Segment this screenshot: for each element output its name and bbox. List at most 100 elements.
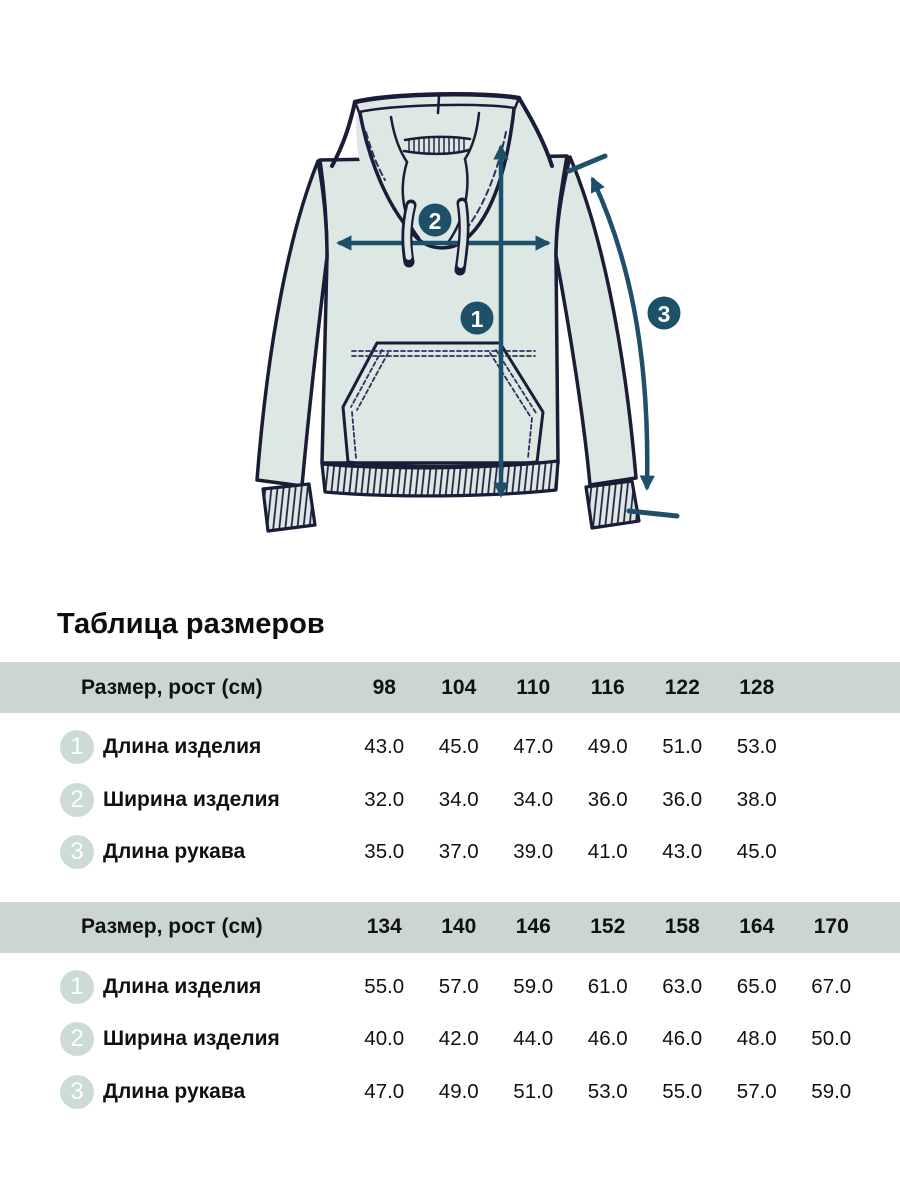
measurement-value: 45.0 bbox=[736, 840, 777, 864]
measurement-label: Ширина изделия bbox=[103, 787, 280, 811]
diagram-marker-2: 2 bbox=[418, 203, 452, 237]
measurement-value: 57.0 bbox=[736, 1079, 777, 1103]
hoodie-left-sleeve bbox=[255, 159, 329, 488]
measurement-value: 35.0 bbox=[364, 840, 405, 864]
kangaroo-pocket bbox=[341, 341, 545, 468]
size-table-rows: 1 Длина изделия 43.0 45.0 47.0 49.0 51.0 53.0 2 Ш… bbox=[0, 713, 900, 879]
size-column-header: 164 bbox=[739, 915, 775, 938]
measurement-value: 48.0 bbox=[736, 1027, 777, 1051]
drawstrings bbox=[401, 197, 470, 276]
size-header-label: Размер, рост (см) bbox=[81, 675, 263, 699]
measurement-value: 46.0 bbox=[662, 1027, 703, 1051]
measurement-value: 42.0 bbox=[438, 1027, 479, 1051]
measurement-value: 32.0 bbox=[364, 787, 405, 811]
row-number-badge: 1 bbox=[60, 969, 94, 1004]
hoodie-measurement-diagram: 1 2 3 bbox=[255, 91, 681, 533]
marker-1-number: 1 bbox=[471, 306, 484, 332]
row-number-badge: 1 bbox=[60, 730, 94, 765]
size-column-header: 158 bbox=[664, 915, 700, 938]
size-column-header: 116 bbox=[590, 675, 625, 699]
measurement-label: Длина изделия bbox=[103, 735, 262, 759]
size-column-header: 146 bbox=[515, 915, 551, 938]
measurement-value: 57.0 bbox=[438, 974, 479, 998]
sleeve-arrow bbox=[590, 176, 655, 491]
size-column-header: 104 bbox=[441, 675, 477, 699]
size-column-header: 110 bbox=[516, 675, 551, 699]
hoodie-right-sleeve bbox=[554, 155, 638, 487]
measurement-value: 38.0 bbox=[736, 787, 777, 811]
measurement-value: 67.0 bbox=[811, 974, 852, 998]
measurement-value: 59.0 bbox=[513, 974, 554, 998]
measurement-value: 51.0 bbox=[513, 1079, 554, 1103]
measurement-value: 65.0 bbox=[736, 974, 777, 998]
measurement-arrows bbox=[336, 144, 680, 519]
right-cuff-rib bbox=[584, 479, 641, 530]
measurement-value: 50.0 bbox=[811, 1027, 852, 1051]
size-table-large-sizes: Размер, рост (см) 134 140 146 152 158 164 170 1 Д… bbox=[0, 901, 900, 1119]
measurement-value: 47.0 bbox=[364, 1079, 405, 1103]
measurement-label: Ширина изделия bbox=[103, 1027, 280, 1051]
measurement-value: 45.0 bbox=[438, 735, 479, 759]
marker-2-number: 2 bbox=[429, 208, 442, 234]
measurement-label: Длина изделия bbox=[103, 974, 262, 998]
row-number-badge: 3 bbox=[60, 1074, 94, 1109]
measurement-value: 41.0 bbox=[587, 840, 628, 864]
measurement-value: 53.0 bbox=[736, 735, 777, 759]
measurement-value: 36.0 bbox=[662, 787, 703, 811]
measurement-value: 37.0 bbox=[438, 840, 479, 864]
measurement-value: 34.0 bbox=[438, 787, 479, 811]
row-number-badge: 2 bbox=[60, 1022, 94, 1057]
size-table-small-sizes: Размер, рост (см) 98 104 110 116 122 128 1 Длина… bbox=[0, 662, 900, 879]
measurement-row: 3 Длина рукава 35.0 37.0 39.0 41.0 43.0 45.0 bbox=[0, 826, 900, 879]
page-title: Таблица размеров bbox=[57, 608, 325, 640]
left-cuff-rib bbox=[261, 482, 317, 533]
measurement-label: Длина рукава bbox=[103, 840, 246, 864]
sleeve-arrow-top-tick bbox=[566, 153, 608, 174]
size-column-header: 134 bbox=[366, 915, 402, 938]
measurement-value: 51.0 bbox=[662, 735, 703, 759]
measurement-value: 63.0 bbox=[662, 974, 703, 998]
measurement-value: 55.0 bbox=[364, 974, 405, 998]
measurement-value: 40.0 bbox=[364, 1027, 405, 1051]
measurement-row: 2 Ширина изделия 32.0 34.0 34.0 36.0 36.0 38.0 bbox=[0, 774, 900, 827]
marker-3-number: 3 bbox=[658, 301, 671, 327]
measurement-value: 59.0 bbox=[811, 1079, 852, 1103]
size-column-header: 152 bbox=[590, 915, 626, 938]
measurement-label-cell: 2 Ширина изделия bbox=[0, 782, 347, 817]
measurement-value: 53.0 bbox=[587, 1079, 628, 1103]
pocket-stitching bbox=[350, 349, 537, 459]
measurement-label-cell: 3 Длина рукава bbox=[0, 835, 347, 870]
size-table-rows: 1 Длина изделия 55.0 57.0 59.0 61.0 63.0 65.0 67… bbox=[0, 953, 900, 1119]
row-number-badge: 3 bbox=[60, 835, 94, 870]
diagram-marker-1: 1 bbox=[460, 301, 494, 335]
measurement-row: 1 Длина изделия 43.0 45.0 47.0 49.0 51.0 53.0 bbox=[0, 721, 900, 774]
measurement-value: 46.0 bbox=[587, 1027, 628, 1051]
size-column-header: 140 bbox=[441, 915, 477, 938]
measurement-label-cell: 1 Длина изделия bbox=[0, 969, 347, 1004]
measurement-value: 39.0 bbox=[513, 840, 554, 864]
measurement-row: 1 Длина изделия 55.0 57.0 59.0 61.0 63.0 65.0 67… bbox=[0, 961, 900, 1014]
measurement-label-cell: 1 Длина изделия bbox=[0, 730, 347, 765]
size-column-header: 98 bbox=[372, 675, 396, 699]
measurement-row: 3 Длина рукава 47.0 49.0 51.0 53.0 55.0 57.0 59.… bbox=[0, 1066, 900, 1119]
hood-label-stitches bbox=[408, 137, 465, 154]
sleeve-arrow-bottom-tick bbox=[626, 508, 680, 519]
measurement-label: Длина рукава bbox=[103, 1079, 246, 1103]
measurement-value: 43.0 bbox=[364, 735, 405, 759]
measurement-row: 2 Ширина изделия 40.0 42.0 44.0 46.0 46.0 48.0 5… bbox=[0, 1013, 900, 1066]
measurement-value: 55.0 bbox=[662, 1079, 703, 1103]
row-number-badge: 2 bbox=[60, 782, 94, 817]
measurement-value: 36.0 bbox=[587, 787, 628, 811]
measurement-value: 44.0 bbox=[513, 1027, 554, 1051]
measurement-value: 47.0 bbox=[513, 735, 554, 759]
size-header-label: Размер, рост (см) bbox=[81, 915, 263, 938]
size-column-header: 122 bbox=[664, 675, 700, 699]
size-table-header-row: Размер, рост (см) 134 140 146 152 158 164 170 bbox=[0, 901, 900, 953]
measurement-label-cell: 3 Длина рукава bbox=[0, 1074, 347, 1109]
size-column-header: 170 bbox=[813, 915, 849, 938]
measurement-value: 49.0 bbox=[438, 1079, 479, 1103]
measurement-value: 34.0 bbox=[513, 787, 554, 811]
size-column-header: 128 bbox=[739, 675, 775, 699]
diagram-marker-3: 3 bbox=[647, 296, 681, 330]
